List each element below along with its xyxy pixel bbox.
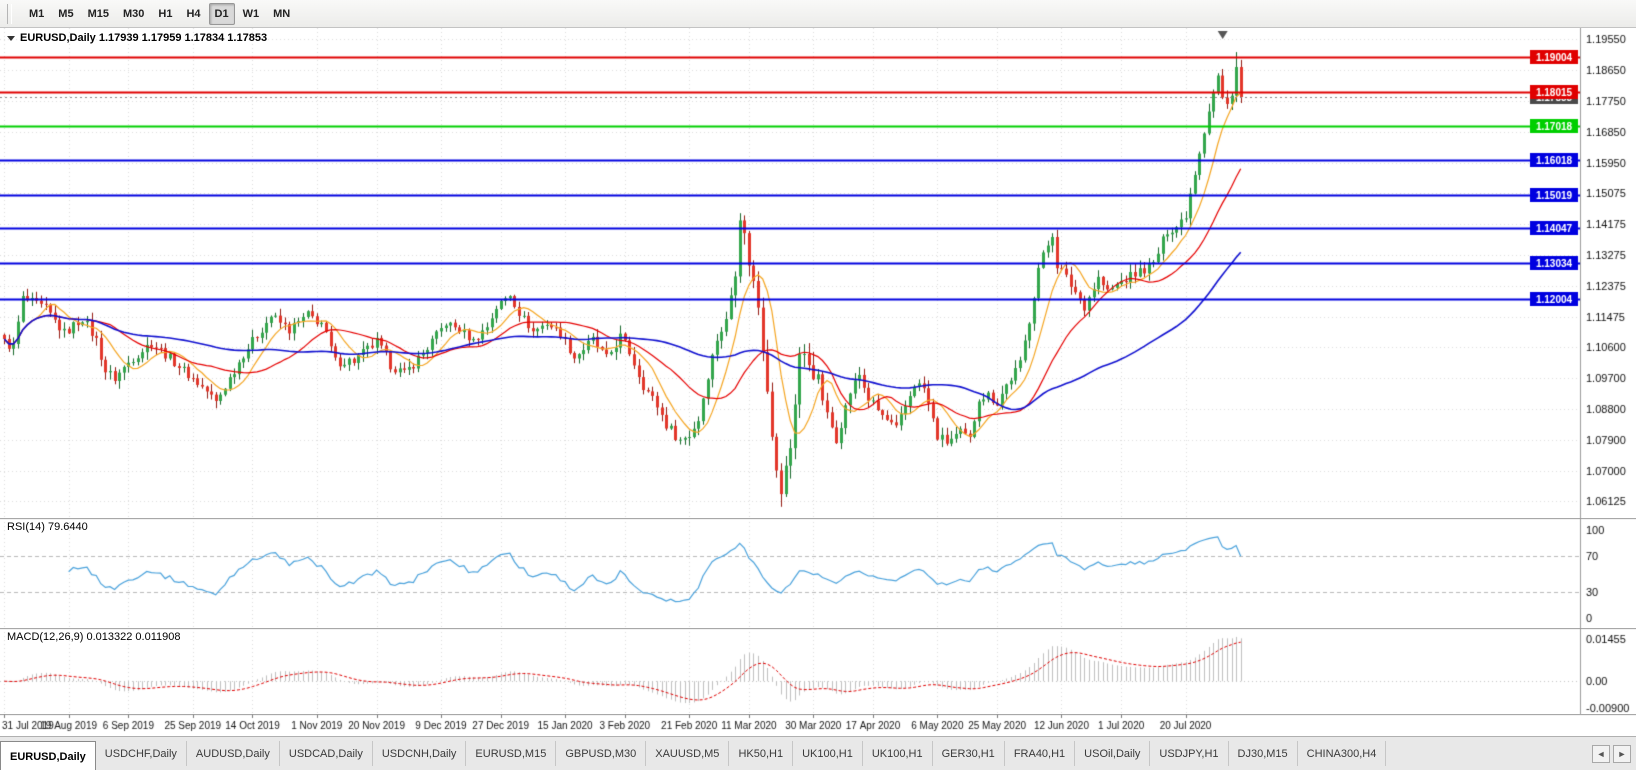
timeframe-button-m15[interactable]: M15 <box>87 7 109 20</box>
tabs-scroll-arrows: ◄ ► <box>1587 737 1636 770</box>
macd-panel-canvas[interactable] <box>0 628 1636 714</box>
chart-tab-gbpusd-m30[interactable]: GBPUSD,M30 <box>556 741 647 766</box>
chart-window: EURUSD,Daily 1.17939 1.17959 1.17834 1.1… <box>0 28 1636 736</box>
chart-tab-eurusd-daily[interactable]: EURUSD,Daily <box>0 741 96 770</box>
chart-tab-usdchf-daily[interactable]: USDCHF,Daily <box>95 741 187 766</box>
timeframe-button-d1[interactable]: D1 <box>208 2 235 25</box>
chart-tab-dj30-m15[interactable]: DJ30,M15 <box>1228 741 1298 766</box>
timeframe-button-mn[interactable]: MN <box>273 7 291 20</box>
chart-tabs: EURUSD,Daily USDCHF,Daily AUDUSD,Daily USDC… <box>0 737 1587 770</box>
chart-tab-hk50-h1[interactable]: HK50,H1 <box>729 741 794 766</box>
chart-tab-audusd-daily[interactable]: AUDUSD,Daily <box>186 741 280 766</box>
symbol-dropdown-icon[interactable] <box>7 35 15 41</box>
chart-tab-usdjpy-h1[interactable]: USDJPY,H1 <box>1150 741 1229 766</box>
timeframes-toolbar: M1 M5 M15 M30 H1 H4 D1 W1 MN <box>0 0 1636 28</box>
price-chart-canvas[interactable] <box>0 28 1636 518</box>
chart-tab-xauusd-m5[interactable]: XAUUSD,M5 <box>646 741 730 766</box>
chart-tab-fra40-h1[interactable]: FRA40,H1 <box>1004 741 1076 766</box>
timeframe-buttons: M1 M5 M15 M30 H1 H4 D1 W1 MN <box>22 2 297 25</box>
chart-tab-ger30-h1[interactable]: GER30,H1 <box>932 741 1005 766</box>
tabs-scroll-right-button[interactable]: ► <box>1613 744 1631 763</box>
timeframe-button-h1[interactable]: H1 <box>158 7 173 20</box>
toolbar-drag-handle[interactable] <box>7 3 12 24</box>
timeframe-button-h4[interactable]: H4 <box>186 7 201 20</box>
timeframe-button-m5[interactable]: M5 <box>58 7 74 20</box>
tabs-scroll-left-button[interactable]: ◄ <box>1592 744 1610 763</box>
chart-tab-china300-h4[interactable]: CHINA300,H4 <box>1297 741 1387 766</box>
chart-tab-usoil-daily[interactable]: USOil,Daily <box>1075 741 1151 766</box>
rsi-panel-canvas[interactable] <box>0 518 1636 628</box>
time-axis-canvas[interactable] <box>0 714 1636 736</box>
chart-tab-uk100-h1[interactable]: UK100,H1 <box>793 741 863 766</box>
chart-tab-usdcad-daily[interactable]: USDCAD,Daily <box>279 741 373 766</box>
chart-tab-eurusd-m15[interactable]: EURUSD,M15 <box>466 741 557 766</box>
chart-tab-usdcnh-daily[interactable]: USDCNH,Daily <box>372 741 467 766</box>
chart-tab-uk100-h1[interactable]: UK100,H1 <box>862 741 933 766</box>
timeframe-button-m1[interactable]: M1 <box>29 7 45 20</box>
timeframe-button-m30[interactable]: M30 <box>122 7 145 20</box>
chart-tabs-bar: EURUSD,Daily USDCHF,Daily AUDUSD,Daily USDC… <box>0 736 1636 770</box>
timeframe-button-w1[interactable]: W1 <box>242 7 260 20</box>
